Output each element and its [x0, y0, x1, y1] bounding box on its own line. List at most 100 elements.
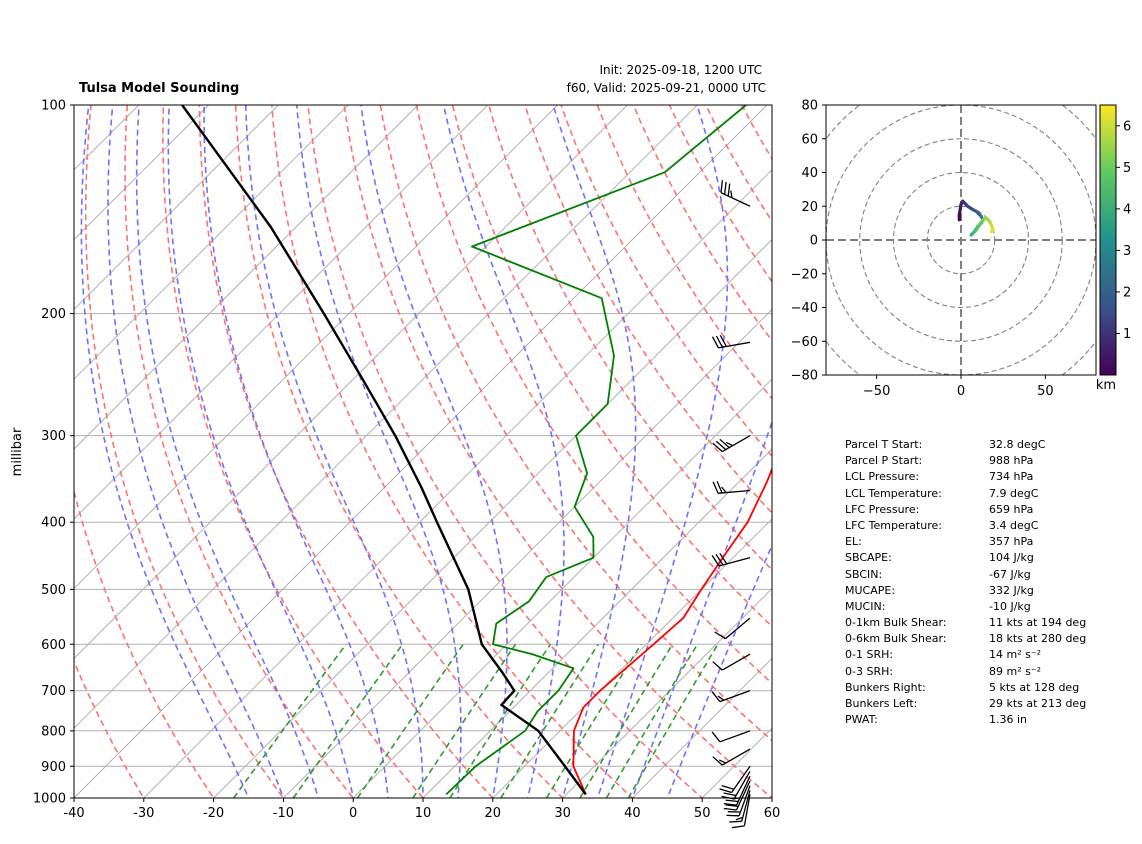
- x-tick-label: 10: [415, 806, 432, 821]
- barb-shaft: [720, 192, 751, 207]
- barb-flag: [723, 803, 737, 806]
- y-tick-label: 400: [41, 516, 66, 531]
- parameter-label: SBCIN:: [845, 567, 883, 581]
- dry-adiabat: [596, 105, 772, 400]
- moist-adiabat: [135, 105, 320, 798]
- isotherm-line: [212, 238, 772, 798]
- dry-adiabat: [379, 105, 772, 742]
- hodo-x-tick-label: −50: [863, 384, 890, 399]
- wind-barb: [720, 180, 751, 207]
- parameter-value: 18 kts at 280 deg: [989, 632, 1087, 646]
- parameter-value: 104 J/kg: [989, 551, 1034, 565]
- barb-flag: [725, 804, 739, 808]
- moist-adiabat: [552, 105, 637, 798]
- barb-shaft: [721, 748, 751, 766]
- isotherm-line: [74, 105, 629, 660]
- barb-shaft: [738, 785, 751, 817]
- barb-shaft: [719, 690, 751, 703]
- parameter-label: Bunkers Left:: [845, 697, 918, 710]
- barb-shaft: [731, 765, 751, 793]
- colorbar-tick-label: 2: [1123, 285, 1131, 300]
- hodo-y-tick-label: −40: [791, 301, 818, 316]
- wind-barb: [726, 785, 751, 817]
- isotherm-line: [352, 378, 772, 798]
- moist-adiabat: [442, 105, 565, 798]
- barb-flag: [719, 788, 732, 794]
- y-tick-label: 500: [41, 583, 66, 598]
- colorbar-tick-label: 5: [1123, 161, 1131, 176]
- parameter-value: 3.4 degC: [989, 518, 1039, 532]
- parameter-value: 7.9 degC: [989, 486, 1039, 500]
- isotherm-line: [143, 169, 772, 798]
- y-tick-label: 200: [41, 307, 66, 322]
- barb-flag: [712, 481, 719, 494]
- parameter-label: MUCIN:: [845, 599, 886, 613]
- y-tick-label: 100: [41, 99, 66, 114]
- moist-adiabat: [80, 105, 250, 798]
- moist-adiabat: [596, 105, 729, 798]
- parameter-label: LFC Temperature:: [845, 518, 943, 532]
- moist-adiabat: [360, 105, 508, 798]
- barb-shaft: [718, 557, 751, 567]
- barb-shaft: [721, 435, 751, 453]
- barb-flag: [725, 441, 733, 447]
- wind-barb: [712, 748, 751, 766]
- barb-shaft: [735, 780, 751, 811]
- mixing-ratio-line: [232, 643, 347, 798]
- y-tick-label: 300: [41, 429, 66, 444]
- x-tick-label: -30: [133, 806, 154, 821]
- barb-flag: [729, 820, 742, 823]
- barb-flag: [719, 552, 728, 565]
- barb-flag: [735, 816, 744, 821]
- moist-adiabat: [666, 543, 772, 798]
- hodograph-ring: [859, 138, 1063, 342]
- barb-shaft: [735, 775, 751, 806]
- parameter-value: 332 J/kg: [989, 583, 1034, 597]
- dry-adiabat: [415, 105, 772, 685]
- barb-flag: [720, 180, 724, 193]
- barb-flag: [716, 481, 723, 494]
- colorbar-tick-label: 6: [1123, 119, 1131, 134]
- parameter-value: 11 kts at 194 deg: [989, 616, 1087, 630]
- barb-flag: [711, 555, 720, 567]
- dry-adiabat: [84, 105, 285, 798]
- hodograph-plot: −50 0 50 −80 −60 −40 −20 0 20 40 60 80: [791, 99, 1097, 399]
- skew-t-plot: -40 -30 -20 -10 0 10 20 30 40 50 60 1000 900 800 700 60…: [33, 99, 780, 829]
- barb-flag: [712, 661, 723, 671]
- hodo-y-tick-label: 60: [801, 132, 818, 147]
- parameter-value: 29 kts at 213 deg: [989, 697, 1087, 710]
- mixing-ratio-line: [500, 643, 599, 798]
- barb-flag: [712, 442, 723, 453]
- init-label: Init: 2025-09-18, 1200 UTC: [599, 63, 762, 77]
- wind-barb: [719, 765, 751, 794]
- barb-flag: [721, 486, 727, 494]
- parameter-value: 5 kts at 128 deg: [989, 680, 1080, 694]
- parameter-label: EL:: [845, 535, 862, 549]
- y-tick-label: 800: [41, 724, 66, 739]
- parameter-value: 734 hPa: [989, 470, 1034, 484]
- isotherm-line: [74, 105, 210, 241]
- mixing-ratio-line: [412, 643, 517, 798]
- barb-flag: [711, 731, 721, 743]
- mixing-ratio-line: [579, 643, 674, 798]
- hodo-y-tick-label: −60: [791, 335, 818, 350]
- wind-barb: [712, 481, 751, 494]
- hodograph-colorbar: 1 2 3 4 5 6 km: [1096, 104, 1131, 393]
- parameter-value: -67 J/kg: [989, 567, 1031, 581]
- moist-adiabat: [167, 105, 355, 798]
- dry-adiabat: [162, 105, 425, 798]
- y-tick-label: 900: [41, 760, 66, 775]
- parameter-label: LCL Pressure:: [845, 470, 920, 484]
- hodo-y-tick-label: 20: [801, 200, 818, 215]
- isotherm-line: [74, 105, 419, 450]
- wind-barb: [721, 770, 751, 800]
- barb-shaft: [733, 770, 751, 800]
- hodograph-frame: [825, 104, 1097, 376]
- parameter-label: 0-1km Bulk Shear:: [845, 616, 947, 630]
- dry-adiabat: [234, 105, 564, 798]
- chart-title: Tulsa Model Sounding: [79, 81, 239, 96]
- parameter-label: LFC Pressure:: [845, 502, 920, 516]
- hodo-y-tick-label: 40: [801, 166, 818, 181]
- barb-flag: [719, 438, 730, 449]
- parameter-label: LCL Temperature:: [845, 486, 942, 500]
